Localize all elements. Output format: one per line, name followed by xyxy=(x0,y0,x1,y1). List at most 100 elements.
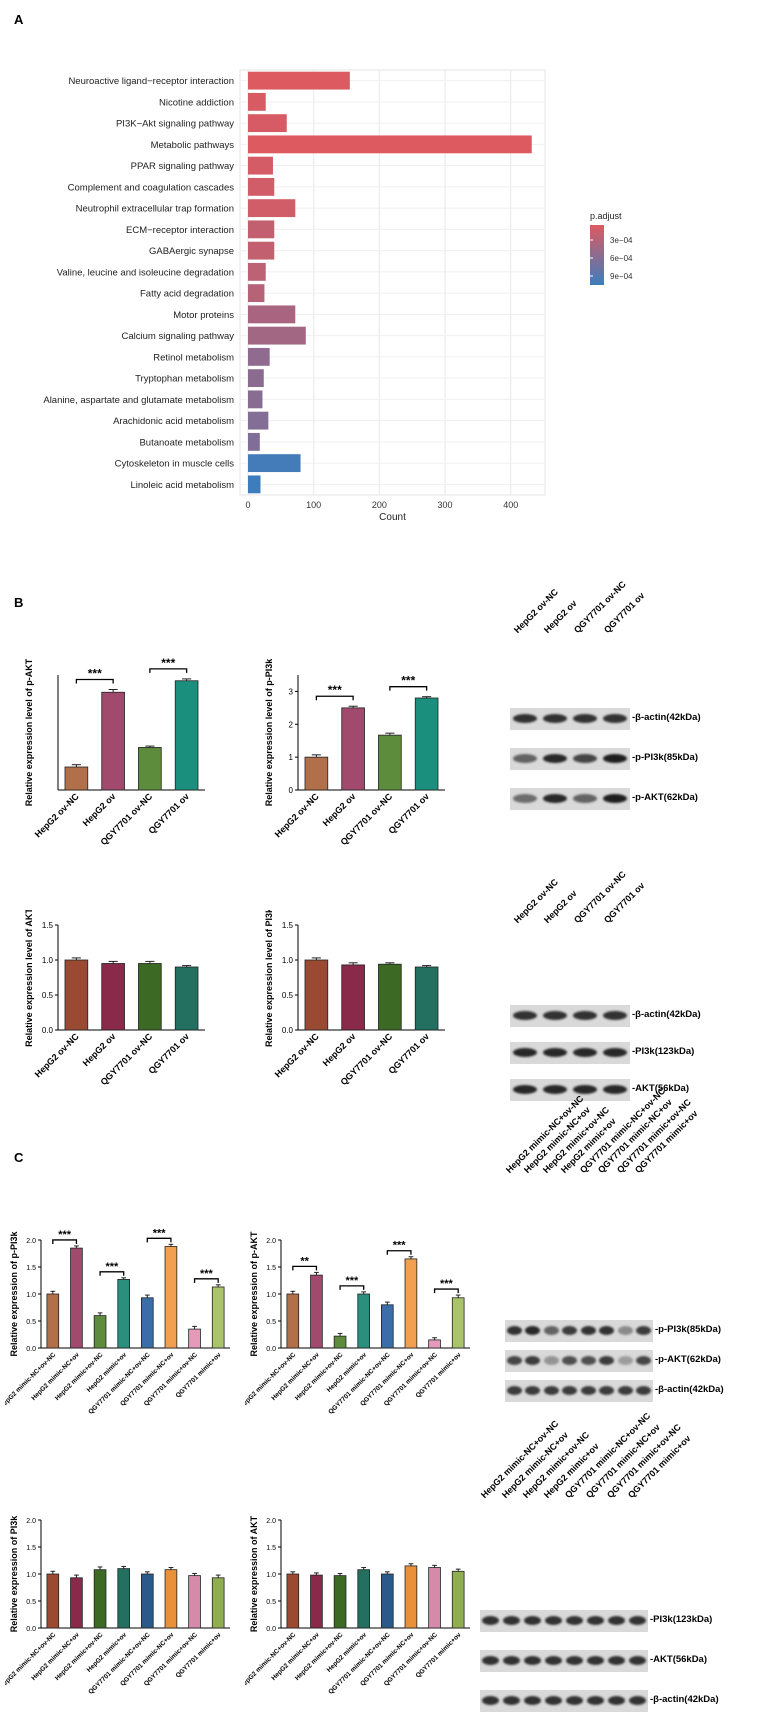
panel-label-b: B xyxy=(14,595,24,610)
category-label: Tryptophan metabolism xyxy=(135,374,234,385)
category-label: HepG2 ov-NC xyxy=(273,791,321,839)
blot-band xyxy=(603,754,627,763)
blot-band xyxy=(608,1696,625,1705)
y-tick-label: 1.0 xyxy=(42,956,54,965)
lane-label: QGY7701 ov-NC xyxy=(571,579,628,635)
bar xyxy=(248,411,269,430)
category-label: HepG2 ov xyxy=(81,791,118,828)
significance-label: *** xyxy=(328,683,342,697)
blot-strip xyxy=(480,1690,648,1712)
bar xyxy=(93,1315,107,1349)
category-label: Butanoate metabolism xyxy=(139,437,234,448)
blot-band xyxy=(543,1011,567,1020)
category-label: GABAergic synapse xyxy=(149,246,234,257)
significance-label: *** xyxy=(401,674,415,688)
bar xyxy=(381,1304,394,1349)
blot-band xyxy=(524,1696,541,1705)
y-axis-label: Relative expression level of p-PI3k xyxy=(264,658,274,807)
bar xyxy=(341,964,365,1031)
blot-band xyxy=(543,1048,567,1057)
blot-band xyxy=(608,1656,625,1665)
significance-bracket xyxy=(386,1250,412,1255)
bar xyxy=(164,1569,178,1629)
blot-band xyxy=(506,1356,522,1365)
category-label: Metabolic pathways xyxy=(151,140,235,151)
blot-band xyxy=(573,1085,597,1094)
blot-band xyxy=(513,1085,537,1094)
lane-label: QGY7701 ov-NC xyxy=(571,869,628,925)
kegg-enrichment-chart: 0 100 200 300 400 Neuroactive ligand−receptor… xyxy=(43,69,633,523)
significance-bracket xyxy=(389,686,428,691)
blot-band xyxy=(599,1386,615,1395)
blot-band xyxy=(524,1616,541,1625)
y-tick-label: 1 xyxy=(289,753,294,762)
y-tick-label: 0.5 xyxy=(26,1319,36,1326)
bar xyxy=(414,697,439,791)
y-tick-label: 0.5 xyxy=(42,991,54,1000)
blot-band xyxy=(580,1356,596,1365)
bar xyxy=(141,1573,154,1629)
significance-bracket xyxy=(315,695,354,701)
y-tick-label: 1.0 xyxy=(266,1572,276,1579)
legend-colorbar xyxy=(590,225,604,285)
y-axis-label: Relative expression of AKT xyxy=(249,1515,259,1632)
bar xyxy=(46,1293,60,1349)
blot-band xyxy=(587,1616,604,1625)
bar xyxy=(101,691,125,791)
blot-band xyxy=(482,1656,499,1665)
category-label: Cytoskeleton in muscle cells xyxy=(115,459,235,470)
blot-band xyxy=(543,1386,559,1395)
bar xyxy=(64,766,89,791)
bar xyxy=(138,747,162,791)
y-tick-label: 1.0 xyxy=(26,1292,36,1299)
y-tick-label: 2.0 xyxy=(266,1518,276,1525)
category-label: Retinol metabolism xyxy=(153,352,234,363)
bar xyxy=(333,1335,347,1349)
y-tick-label: 0.5 xyxy=(26,1599,36,1606)
blot-band xyxy=(506,1326,522,1335)
significance-label: *** xyxy=(345,1275,359,1287)
band-label: -β-actin(42kDa) xyxy=(655,1384,724,1395)
category-label: HepG2 ov xyxy=(321,1031,358,1068)
y-tick-label: 3 xyxy=(289,687,294,696)
y-axis-label: Relative expression of PI3k xyxy=(9,1515,19,1633)
bar xyxy=(404,1565,418,1629)
bar xyxy=(248,135,532,154)
y-tick-label: 2.0 xyxy=(26,1238,36,1245)
category-label: QGY7701 mimic+ov xyxy=(175,1631,223,1679)
blot-band xyxy=(525,1326,541,1335)
bar xyxy=(286,1573,300,1629)
bar xyxy=(188,1328,201,1349)
y-tick-label: 0.0 xyxy=(282,1026,294,1035)
blot-strip xyxy=(505,1320,653,1342)
bar xyxy=(451,1570,465,1629)
bar xyxy=(428,1339,441,1349)
bar xyxy=(70,1247,83,1349)
category-label: Linoleic acid metabolism xyxy=(131,480,235,491)
category-label: Motor proteins xyxy=(173,310,234,321)
category-label: HepG2 ov-NC xyxy=(33,791,81,839)
significance-label: *** xyxy=(200,1268,214,1280)
bar xyxy=(248,241,275,260)
band-label: -p-PI3k(85kDa) xyxy=(632,752,698,763)
blot-band xyxy=(608,1616,625,1625)
blot-band xyxy=(566,1656,583,1665)
band-label: -PI3k(123kDa) xyxy=(632,1046,695,1057)
category-label: PPAR signaling pathway xyxy=(131,161,235,172)
blot-band xyxy=(513,714,537,723)
bar xyxy=(286,1293,300,1349)
x-tick-label: 300 xyxy=(438,500,453,510)
bar xyxy=(248,305,296,324)
blot-band xyxy=(573,794,597,803)
category-label: Neutrophil extracellular trap formation xyxy=(76,204,234,215)
significance-label: *** xyxy=(393,1240,407,1252)
blot-band xyxy=(573,1011,597,1020)
category-label: Calcium signaling pathway xyxy=(122,331,235,342)
significance-bracket xyxy=(75,678,114,684)
blot-band xyxy=(543,794,567,803)
blot-band xyxy=(599,1326,615,1335)
blot-band xyxy=(603,1048,627,1057)
category-label: Fatty acid degradation xyxy=(140,289,234,300)
significance-bracket xyxy=(149,668,188,673)
c-p-akt-bar-chart: 0.0 0.5 1.0 1.5 2.0 Relative expression of p-… xyxy=(245,1231,470,1416)
